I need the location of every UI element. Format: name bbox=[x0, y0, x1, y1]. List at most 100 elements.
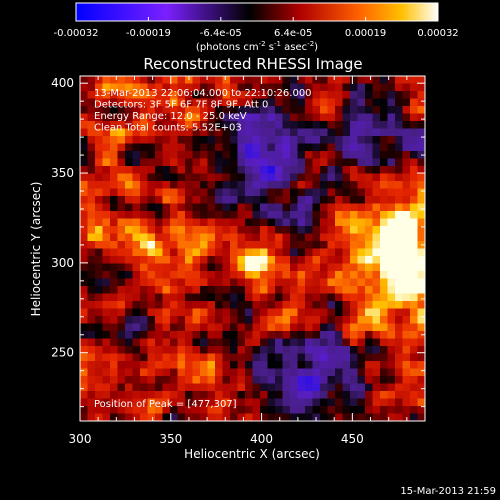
heatmap-cell bbox=[380, 233, 388, 242]
heatmap-cell bbox=[200, 301, 208, 309]
heatmap-cell bbox=[320, 398, 328, 407]
heatmap-cell bbox=[267, 301, 276, 309]
heatmap-cell bbox=[342, 211, 351, 219]
heatmap-cell bbox=[132, 361, 141, 369]
heatmap-cell bbox=[215, 316, 223, 324]
heatmap-cell bbox=[170, 278, 178, 287]
heatmap-cell bbox=[275, 368, 283, 377]
heatmap-cell bbox=[140, 136, 148, 144]
heatmap-cell bbox=[410, 83, 418, 92]
heatmap-cell bbox=[402, 353, 411, 362]
heatmap-cell bbox=[87, 158, 96, 167]
heatmap-cell bbox=[147, 226, 156, 234]
heatmap-cell bbox=[80, 106, 88, 114]
heatmap-cell bbox=[417, 361, 425, 369]
heatmap-cell bbox=[365, 83, 373, 92]
heatmap-cell bbox=[305, 323, 313, 332]
heatmap-cell bbox=[192, 256, 201, 264]
heatmap-cell bbox=[387, 241, 396, 249]
heatmap-cell bbox=[335, 308, 343, 317]
heatmap-cell bbox=[155, 308, 163, 317]
heatmap-cell bbox=[230, 166, 238, 174]
heatmap-cell bbox=[162, 151, 171, 159]
heatmap-cell bbox=[282, 368, 291, 377]
heatmap-cell bbox=[282, 346, 291, 354]
heatmap-cell bbox=[87, 353, 96, 362]
heatmap-cell bbox=[387, 83, 396, 92]
heatmap-cell bbox=[237, 98, 246, 107]
heatmap-cell bbox=[155, 241, 163, 249]
heatmap-cell bbox=[260, 76, 268, 84]
heatmap-cell bbox=[140, 316, 148, 324]
heatmap-cell bbox=[275, 233, 283, 242]
heatmap-cell bbox=[192, 278, 201, 287]
heatmap-cell bbox=[365, 256, 373, 264]
heatmap-cell bbox=[402, 83, 411, 92]
heatmap-cell bbox=[170, 323, 178, 332]
heatmap-cell bbox=[365, 293, 373, 302]
heatmap-cell bbox=[252, 233, 261, 242]
heatmap-cell bbox=[110, 361, 118, 369]
heatmap-cell bbox=[237, 331, 246, 339]
heatmap-cell bbox=[125, 233, 133, 242]
heatmap-cell bbox=[305, 203, 313, 212]
heatmap-cell bbox=[305, 316, 313, 324]
heatmap-cell bbox=[207, 113, 216, 122]
heatmap-cell bbox=[395, 173, 403, 182]
heatmap-cell bbox=[132, 233, 141, 242]
heatmap-cell bbox=[102, 143, 111, 152]
heatmap-cell bbox=[290, 158, 298, 167]
heatmap-cell bbox=[200, 181, 208, 189]
heatmap-cell bbox=[117, 241, 126, 249]
heatmap-cell bbox=[365, 203, 373, 212]
heatmap-cell bbox=[200, 383, 208, 392]
heatmap-cell bbox=[357, 406, 366, 414]
heatmap-cell bbox=[102, 413, 111, 421]
heatmap-cell bbox=[117, 248, 126, 257]
heatmap-cell bbox=[290, 256, 298, 264]
heatmap-cell bbox=[387, 76, 396, 84]
heatmap-cell bbox=[252, 136, 261, 144]
heatmap-cell bbox=[275, 293, 283, 302]
heatmap-cell bbox=[357, 323, 366, 332]
heatmap-cell bbox=[417, 398, 425, 407]
heatmap-cell bbox=[117, 128, 126, 137]
colorbar-tick-label: 0.00019 bbox=[345, 28, 386, 39]
heatmap-cell bbox=[87, 91, 96, 99]
heatmap-cell bbox=[245, 316, 253, 324]
heatmap-cell bbox=[380, 361, 388, 369]
heatmap-cell bbox=[290, 173, 298, 182]
heatmap-cell bbox=[275, 256, 283, 264]
heatmap-cell bbox=[335, 83, 343, 92]
heatmap-cell bbox=[387, 263, 396, 272]
heatmap-cell bbox=[260, 286, 268, 294]
heatmap-cell bbox=[417, 301, 425, 309]
heatmap-cell bbox=[125, 83, 133, 92]
heatmap-cell bbox=[207, 233, 216, 242]
heatmap-cell bbox=[402, 233, 411, 242]
heatmap-cell bbox=[417, 188, 425, 197]
heatmap-cell bbox=[80, 98, 88, 107]
heatmap-cell bbox=[117, 158, 126, 167]
heatmap-cell bbox=[95, 203, 103, 212]
heatmap-cell bbox=[207, 226, 216, 234]
heatmap-cell bbox=[147, 76, 156, 84]
heatmap-cell bbox=[177, 218, 186, 227]
heatmap-cell bbox=[275, 241, 283, 249]
heatmap-cell bbox=[95, 263, 103, 272]
heatmap-cell bbox=[117, 143, 126, 152]
heatmap-cell bbox=[282, 263, 291, 272]
heatmap-cell bbox=[350, 323, 358, 332]
heatmap-cell bbox=[380, 128, 388, 137]
heatmap-cell bbox=[282, 233, 291, 242]
heatmap-cell bbox=[357, 368, 366, 377]
heatmap-cell bbox=[335, 391, 343, 399]
heatmap-cell bbox=[305, 346, 313, 354]
heatmap-cell bbox=[177, 383, 186, 392]
heatmap-cell bbox=[230, 263, 238, 272]
heatmap-cell bbox=[350, 98, 358, 107]
heatmap-cell bbox=[185, 368, 193, 377]
heatmap-cell bbox=[222, 383, 231, 392]
heatmap-cell bbox=[125, 361, 133, 369]
